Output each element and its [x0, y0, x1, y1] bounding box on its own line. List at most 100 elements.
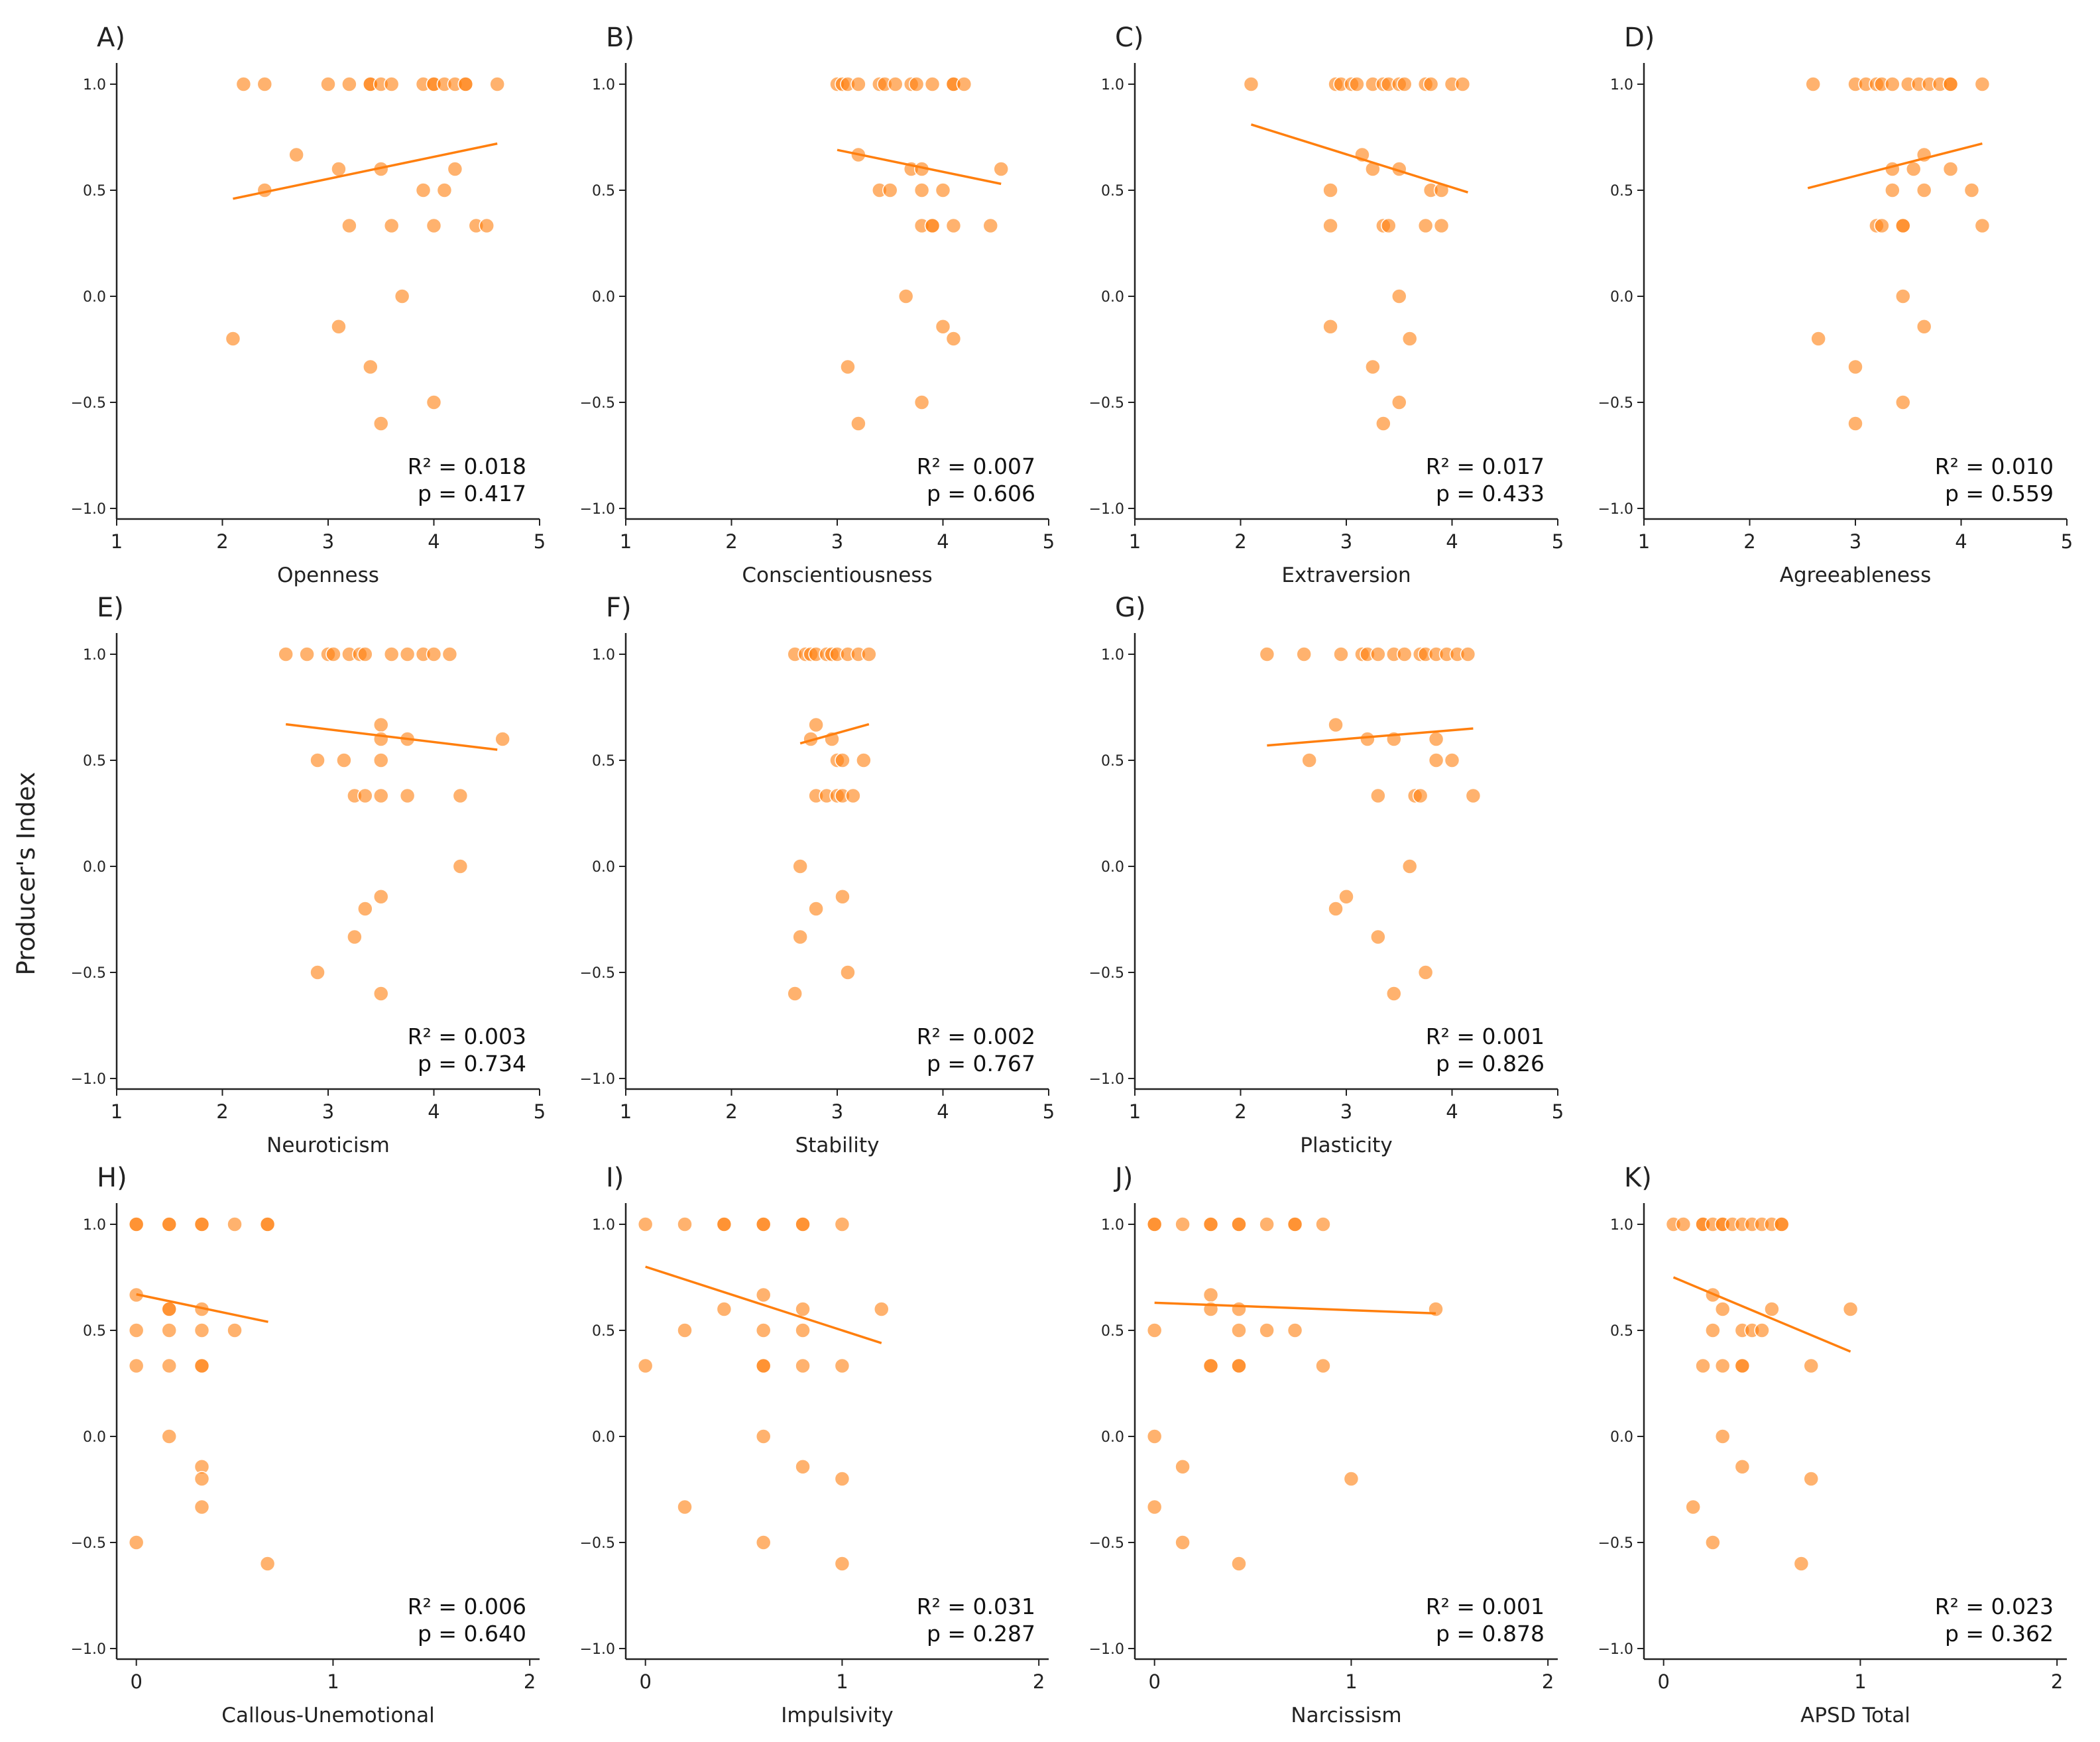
data-point — [924, 76, 941, 92]
data-point — [795, 1216, 811, 1232]
data-point — [840, 359, 856, 375]
x-tick-label: 1 — [1129, 1100, 1141, 1123]
data-point — [1349, 76, 1365, 92]
data-point — [795, 1301, 811, 1317]
data-point — [495, 731, 510, 747]
data-point — [441, 646, 458, 662]
data-point — [1675, 1216, 1692, 1232]
data-point — [795, 1322, 811, 1338]
panel-label: K) — [1624, 1163, 1652, 1193]
data-point — [882, 182, 898, 198]
data-point — [792, 929, 808, 945]
data-point — [861, 646, 877, 662]
data-point — [913, 182, 930, 198]
data-point — [1810, 331, 1826, 347]
data-point — [1803, 1471, 1819, 1487]
data-point — [755, 1216, 772, 1232]
data-point — [1391, 394, 1407, 410]
data-point — [856, 752, 872, 768]
data-point — [1396, 76, 1413, 92]
y-tick-label: −0.5 — [71, 965, 106, 982]
data-point — [834, 1216, 850, 1232]
panel-label: G) — [1115, 593, 1146, 623]
data-point — [850, 416, 866, 432]
y-tick-label: −1.0 — [71, 1071, 106, 1088]
data-point — [347, 929, 363, 945]
data-point — [415, 182, 432, 198]
y-tick-label: 0.0 — [83, 1429, 106, 1446]
data-point — [1146, 1322, 1163, 1338]
y-tick-label: 1.0 — [1610, 77, 1633, 93]
data-point — [677, 1499, 693, 1515]
y-tick-label: −1.0 — [1598, 501, 1633, 518]
panels: A) 1.0 0.5 0.0 −0.5 −1.0 1 2 3 4 5 Openness R² = 0.0… — [71, 23, 2073, 1727]
data-point — [399, 787, 416, 804]
data-point — [1360, 731, 1375, 747]
data-point — [1328, 717, 1344, 733]
data-point — [383, 76, 400, 92]
data-point — [1465, 787, 1482, 804]
p-value-label: p = 0.433 — [1436, 481, 1545, 506]
data-point — [161, 1358, 177, 1374]
r-squared-label: R² = 0.002 — [917, 1023, 1035, 1049]
x-tick-label: 4 — [937, 530, 949, 553]
data-point — [1714, 1428, 1731, 1444]
data-point — [373, 787, 389, 804]
y-tick-label: 0.5 — [592, 183, 615, 200]
data-point — [426, 646, 442, 662]
data-point — [341, 217, 357, 234]
data-point — [288, 146, 304, 163]
y-tick-label: 0.0 — [1101, 859, 1124, 876]
data-point — [1322, 217, 1338, 234]
data-point — [1428, 731, 1444, 747]
data-point — [452, 787, 469, 804]
data-point — [1412, 787, 1429, 804]
data-point — [373, 986, 389, 1002]
data-point — [845, 787, 861, 804]
fit-line — [1267, 727, 1474, 747]
data-point — [1895, 394, 1911, 410]
p-value-label: p = 0.826 — [1436, 1051, 1545, 1076]
y-tick-label: 1.0 — [1101, 77, 1124, 93]
data-point — [373, 416, 389, 432]
data-point — [716, 1301, 732, 1317]
data-point — [755, 1322, 772, 1338]
data-point — [1847, 416, 1863, 432]
data-point — [341, 76, 357, 92]
y-tick-label: 0.5 — [592, 1323, 615, 1340]
data-point — [479, 217, 495, 234]
data-point — [1754, 1322, 1770, 1338]
y-tick-label: 0.5 — [83, 183, 106, 200]
data-point — [1328, 901, 1344, 917]
data-point — [834, 1556, 850, 1572]
y-tick-label: −1.0 — [71, 501, 106, 518]
data-point — [1885, 182, 1900, 198]
r-squared-label: R² = 0.017 — [1426, 453, 1545, 479]
y-tick-label: −1.0 — [1089, 1071, 1124, 1088]
y-tick-label: −0.5 — [1089, 395, 1124, 412]
y-tick-label: 0.0 — [83, 859, 106, 876]
y-tick-label: 0.0 — [1610, 289, 1633, 306]
data-point — [1381, 217, 1397, 234]
data-point — [194, 1216, 210, 1232]
data-point — [399, 646, 416, 662]
data-point — [1433, 217, 1450, 234]
x-tick-label: 5 — [1552, 1100, 1564, 1123]
data-point — [436, 182, 453, 198]
panel-b: B) 1.0 0.5 0.0 −0.5 −1.0 1 2 3 4 5 Conscientiousnes… — [580, 23, 1055, 587]
x-tick-label: 1 — [1129, 530, 1141, 553]
panel-a: A) 1.0 0.5 0.0 −0.5 −1.0 1 2 3 4 5 Openness R² = 0.0… — [71, 23, 546, 587]
data-point — [945, 331, 962, 347]
x-tick-label: 3 — [831, 530, 843, 553]
data-point — [792, 858, 808, 874]
data-point — [1146, 1216, 1163, 1232]
x-tick-label: 2 — [725, 1100, 737, 1123]
p-value-label: p = 0.559 — [1945, 481, 2054, 506]
p-value-label: p = 0.878 — [1436, 1621, 1545, 1647]
x-tick-label: 1 — [1854, 1670, 1866, 1693]
x-axis-label: Neuroticism — [266, 1133, 390, 1157]
panel-g: G) 1.0 0.5 0.0 −0.5 −1.0 1 2 3 4 5 Plasticity R² = 0… — [1089, 593, 1564, 1157]
data-point — [1401, 331, 1418, 347]
fit-line — [799, 723, 870, 745]
